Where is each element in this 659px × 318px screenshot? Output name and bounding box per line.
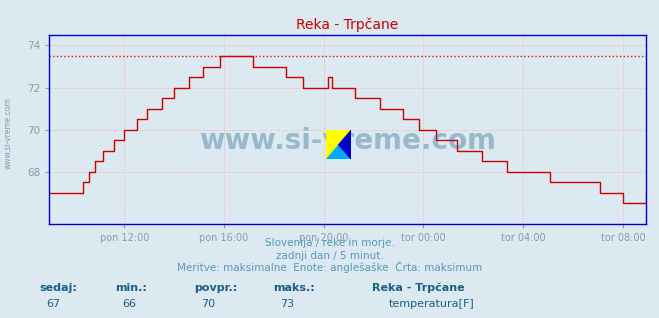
Polygon shape	[339, 130, 351, 159]
Text: Reka - Trpčane: Reka - Trpčane	[372, 282, 465, 293]
Title: Reka - Trpčane: Reka - Trpčane	[297, 18, 399, 32]
Text: sedaj:: sedaj:	[40, 283, 77, 293]
Text: www.si-vreme.com: www.si-vreme.com	[3, 98, 13, 169]
Text: min.:: min.:	[115, 283, 147, 293]
Text: zadnji dan / 5 minut.: zadnji dan / 5 minut.	[275, 251, 384, 261]
Polygon shape	[326, 130, 351, 159]
Text: temperatura[F]: temperatura[F]	[389, 299, 474, 309]
Text: povpr.:: povpr.:	[194, 283, 238, 293]
Text: 70: 70	[201, 299, 215, 309]
Text: www.si-vreme.com: www.si-vreme.com	[199, 127, 496, 155]
Text: Slovenija / reke in morje.: Slovenija / reke in morje.	[264, 238, 395, 248]
Polygon shape	[326, 130, 351, 159]
Text: 66: 66	[122, 299, 136, 309]
Text: 67: 67	[46, 299, 60, 309]
Text: maks.:: maks.:	[273, 283, 315, 293]
Text: Meritve: maksimalne  Enote: anglešaške  Črta: maksimum: Meritve: maksimalne Enote: anglešaške Čr…	[177, 261, 482, 273]
Text: 73: 73	[280, 299, 294, 309]
